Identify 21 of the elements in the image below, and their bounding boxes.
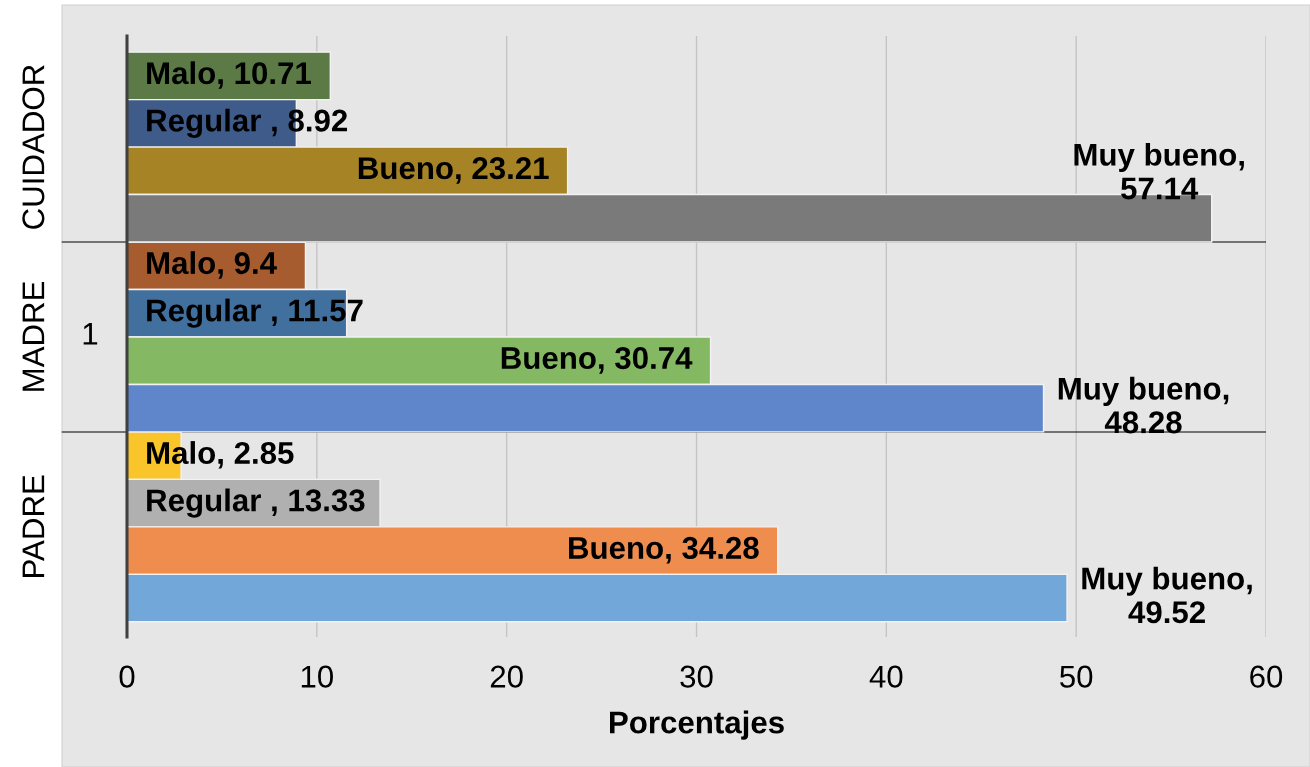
text: 1 — [83, 323, 98, 345]
x-tick-label: 60 — [1250, 665, 1283, 688]
data-label: Muy bueno, 49.52 — [1082, 566, 1252, 624]
data-label: Bueno, 30.74 — [501, 346, 693, 374]
data-label: Malo, 9.4 — [147, 251, 277, 279]
x-axis-title: Porcentajes — [610, 710, 784, 740]
y-tick-label: CUIDADOR — [22, 65, 45, 229]
data-label: Malo, 10.71 — [147, 61, 311, 89]
data-label: Muy bueno, 48.28 — [1058, 376, 1229, 434]
y-tick-label: PADRE — [22, 475, 45, 577]
x-tick-label: 10 — [301, 665, 333, 688]
x-tick-label: 30 — [680, 665, 713, 688]
x-tick-label: 20 — [490, 665, 523, 688]
data-label: Bueno, 34.28 — [569, 536, 759, 564]
data-label: Regular , 13.33 — [147, 488, 365, 518]
x-tick-label: 40 — [869, 665, 903, 688]
x-tick-label: 50 — [1060, 665, 1093, 688]
data-label: Muy bueno, 57.14 — [1074, 142, 1244, 200]
y-tick-label: MADRE — [22, 281, 45, 391]
x-tick-label: 0 — [119, 665, 135, 688]
data-label: Bueno, 23.21 — [358, 157, 549, 184]
